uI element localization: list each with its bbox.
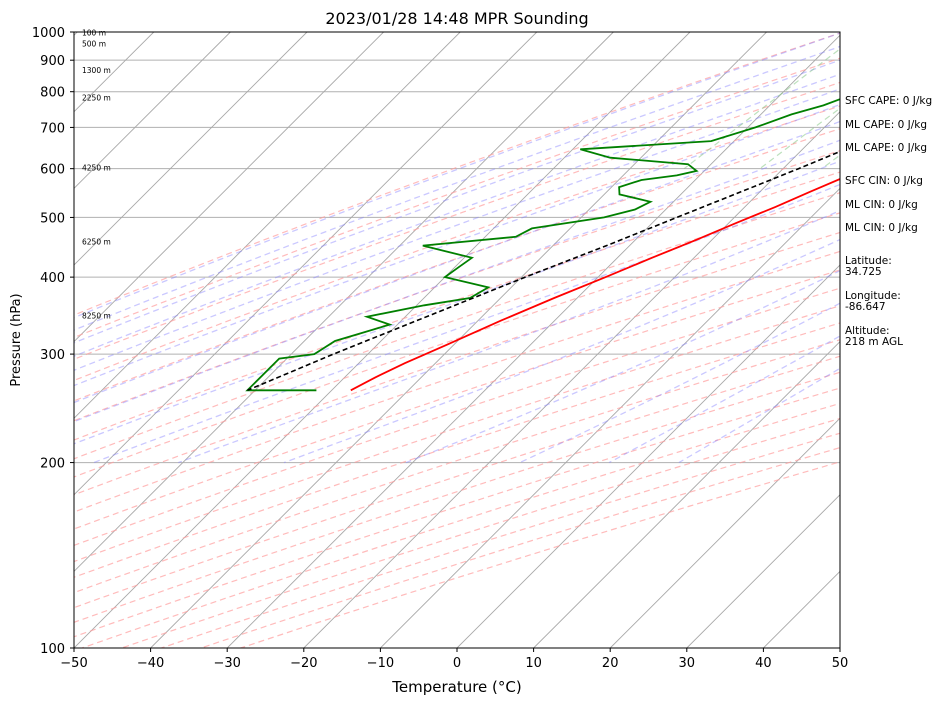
x-tick-label: −50 <box>60 656 87 671</box>
reference-lines <box>74 32 840 648</box>
y-axis-ticks: 100 200 300 400 500 600 700 800 900 1000 <box>32 26 74 657</box>
isotherm-line <box>74 32 691 648</box>
parcel-profile-line <box>247 150 840 392</box>
dry-adiabat <box>74 322 840 578</box>
y-tick-label: 300 <box>40 348 65 363</box>
isotherm-line <box>74 32 384 343</box>
height-label: 4250 m <box>82 164 111 173</box>
x-tick-label: 30 <box>679 656 696 671</box>
isotherm-line <box>380 187 840 648</box>
y-tick-label: 700 <box>40 121 65 136</box>
y-tick-label: 800 <box>40 86 65 101</box>
dry-adiabat <box>74 32 840 316</box>
annotation-latitude-label: Latitude: <box>845 255 892 267</box>
dry-adiabat <box>74 371 840 623</box>
y-tick-label: 100 <box>40 642 65 657</box>
dry-adiabat <box>74 192 840 460</box>
annotation-latitude-value: 34.725 <box>845 266 882 278</box>
isotherm-line <box>303 111 840 648</box>
moist-adiabat <box>93 183 840 464</box>
moist-adiabat <box>74 88 840 372</box>
isotherm-line <box>74 32 538 496</box>
annotation-ml-cin: ML CIN: 0 J/kg <box>845 199 918 211</box>
isotherm-line <box>74 32 461 419</box>
annotation-longitude-value: -86.647 <box>845 301 886 313</box>
annotation-ml-cape-2: ML CAPE: 0 J/kg <box>845 142 927 154</box>
y-tick-label: 500 <box>40 211 65 226</box>
annotation-altitude-value: 218 m AGL <box>845 336 903 348</box>
dry-adiabat <box>74 105 840 382</box>
moist-adiabat <box>74 160 840 445</box>
x-axis-label: Temperature (°C) <box>391 678 521 696</box>
chart-title: 2023/01/28 14:48 MPR Sounding <box>325 9 588 28</box>
height-label: 8250 m <box>82 312 111 321</box>
isotherm-line <box>533 340 840 648</box>
height-label: 6250 m <box>82 238 111 247</box>
dry-adiabat <box>74 128 840 402</box>
dry-adiabat <box>74 81 840 360</box>
moist-adiabat <box>74 120 840 404</box>
mixing-ratio-line <box>683 48 840 170</box>
isotherm-line <box>74 32 231 190</box>
annotation-sfc-cin: SFC CIN: 0 J/kg <box>845 175 923 187</box>
height-label: 1300 m <box>82 66 111 75</box>
dry-adiabat <box>74 171 840 441</box>
dry-adiabat <box>74 231 840 496</box>
annotation-ml-cin-2: ML CIN: 0 J/kg <box>845 222 918 234</box>
x-tick-label: −40 <box>137 656 164 671</box>
temperature-profile-line <box>350 178 840 392</box>
dewpoint-profile-line <box>245 98 840 392</box>
height-label: 2250 m <box>82 93 111 102</box>
isotherm-line <box>686 494 840 648</box>
isotherm-line <box>74 32 308 266</box>
profile-lines <box>245 98 840 392</box>
isotherm-line <box>74 32 614 573</box>
annotation-sfc-cape: SFC CAPE: 0 J/kg <box>845 95 932 107</box>
x-tick-label: 10 <box>525 656 542 671</box>
dry-adiabat <box>74 287 840 547</box>
y-tick-label: 900 <box>40 54 65 69</box>
x-tick-label: −10 <box>367 656 394 671</box>
dry-adiabat <box>74 269 840 530</box>
height-labels: 100 m 500 m 1300 m 2250 m 4250 m 6250 m 8250 m <box>82 28 111 320</box>
y-axis-label: Pressure (hPa) <box>9 293 24 386</box>
x-axis-ticks: −50 −40 −30 −20 −10 0 10 20 30 40 50 <box>60 648 848 671</box>
x-tick-label: −20 <box>290 656 317 671</box>
x-tick-label: 50 <box>832 656 849 671</box>
x-tick-label: 0 <box>453 656 461 671</box>
height-label: 100 m <box>82 28 106 37</box>
y-tick-label: 600 <box>40 163 65 178</box>
moist-adiabat <box>74 139 840 423</box>
height-label: 500 m <box>82 39 106 48</box>
dry-adiabat <box>74 355 840 609</box>
isotherm-line <box>609 417 840 648</box>
y-tick-label: 400 <box>40 271 65 286</box>
dry-adiabat <box>74 57 840 339</box>
annotation-altitude-label: Altitude: <box>845 325 890 337</box>
y-tick-label: 1000 <box>32 26 65 41</box>
isotherm-line <box>456 264 840 648</box>
x-tick-label: −30 <box>213 656 240 671</box>
annotation-ml-cape: ML CAPE: 0 J/kg <box>845 119 927 131</box>
mixing-ratio-line <box>759 107 840 170</box>
y-tick-label: 200 <box>40 457 65 472</box>
x-tick-label: 20 <box>602 656 619 671</box>
isotherm-line <box>226 34 840 648</box>
stats-annotations: SFC CAPE: 0 J/kg ML CAPE: 0 J/kg ML CAPE… <box>845 95 932 348</box>
x-tick-label: 40 <box>755 656 772 671</box>
annotation-longitude-label: Longitude: <box>845 290 901 302</box>
